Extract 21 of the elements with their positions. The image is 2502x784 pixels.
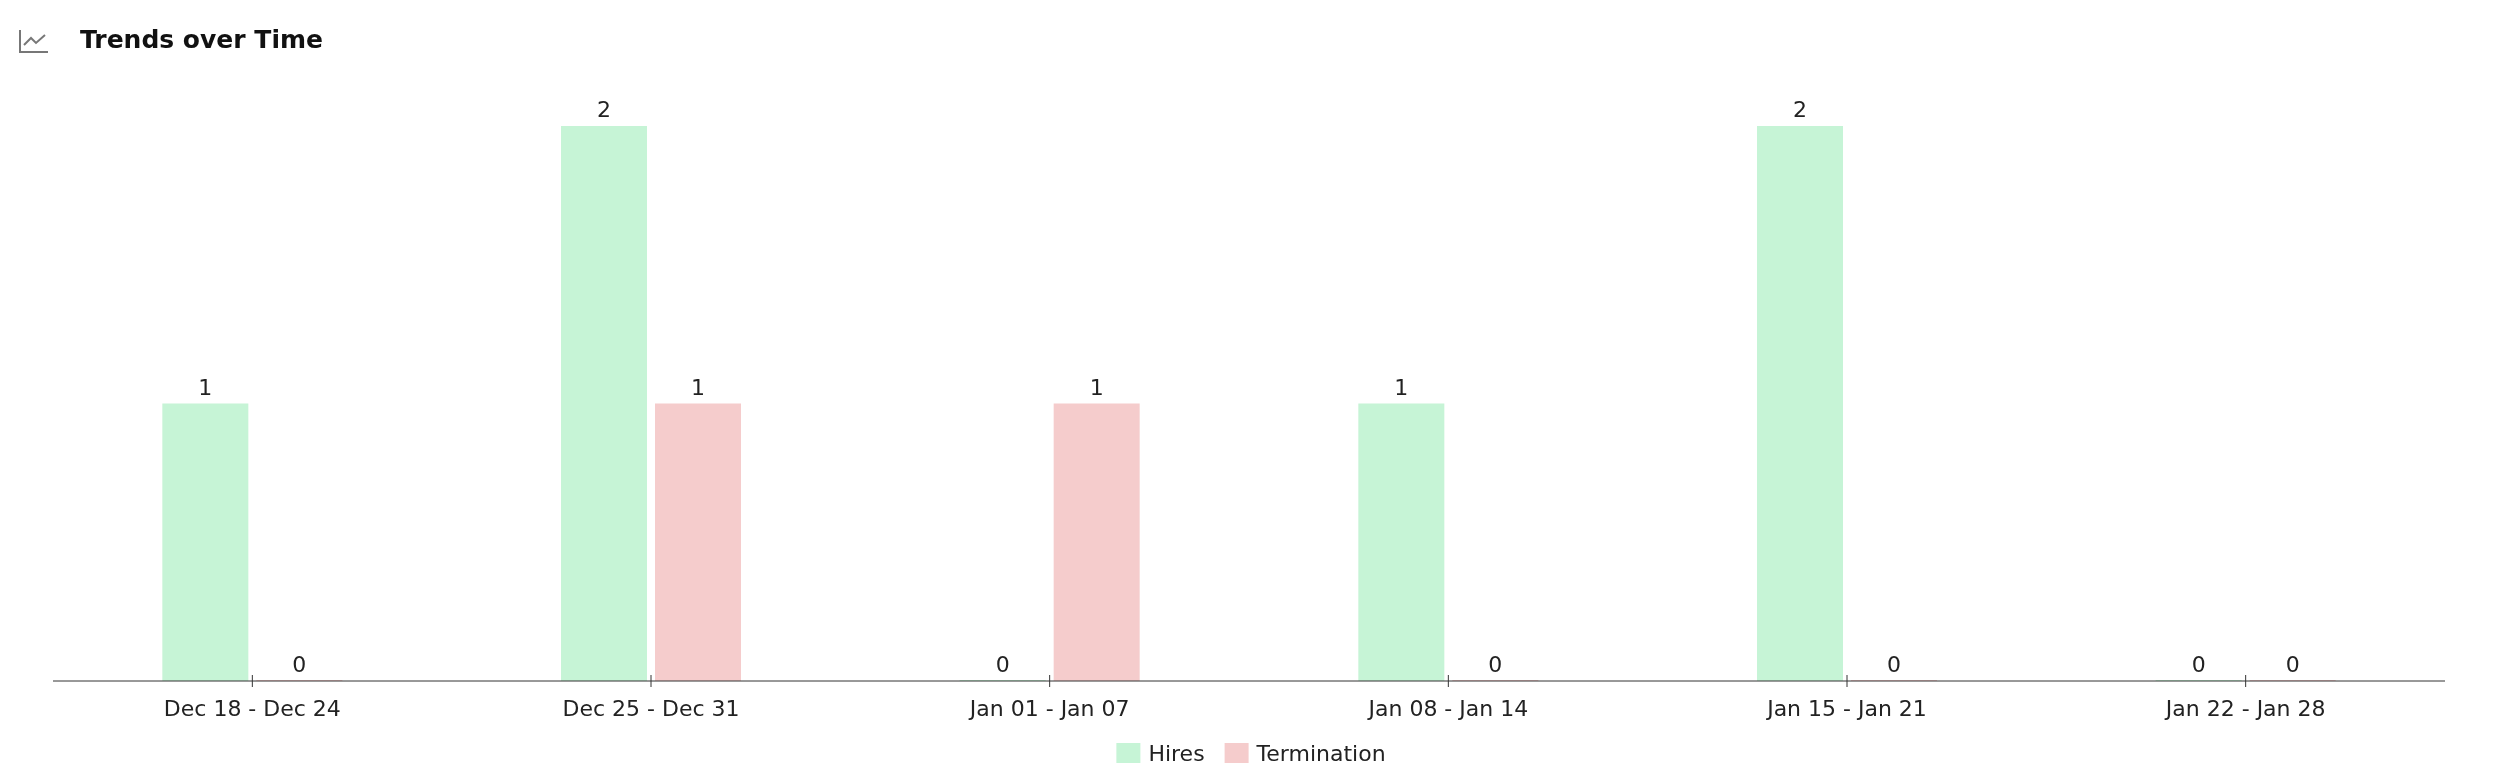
data-label: 2 <box>1793 97 1807 122</box>
data-label: 1 <box>691 374 705 400</box>
data-label: 1 <box>1089 374 1104 400</box>
data-label: 1 <box>1394 374 1409 400</box>
data-label: 2 <box>597 97 611 122</box>
x-tick-label: Dec 18 - Dec 24 <box>163 695 341 721</box>
data-label: 0 <box>292 652 307 677</box>
x-tick-label: Dec 25 - Dec 31 <box>562 695 740 721</box>
data-label: 0 <box>2285 652 2300 677</box>
data-label: 0 <box>995 652 1010 677</box>
data-label: 0 <box>2191 652 2206 677</box>
data-label: 1 <box>198 374 213 400</box>
legend-label: Termination <box>1255 741 1386 766</box>
data-label: 0 <box>1488 652 1503 677</box>
chart-title: Trends over Time <box>80 25 323 54</box>
data-label: 0 <box>1887 652 1901 677</box>
x-tick-label: Jan 01 - Jan 07 <box>967 695 1130 721</box>
x-tick-label: Jan 22 - Jan 28 <box>2163 695 2326 721</box>
x-tick-label: Jan 15 - Jan 21 <box>1765 695 1927 721</box>
legend-label: Hires <box>1148 741 1205 766</box>
x-tick-label: Jan 08 - Jan 14 <box>1366 695 1529 721</box>
